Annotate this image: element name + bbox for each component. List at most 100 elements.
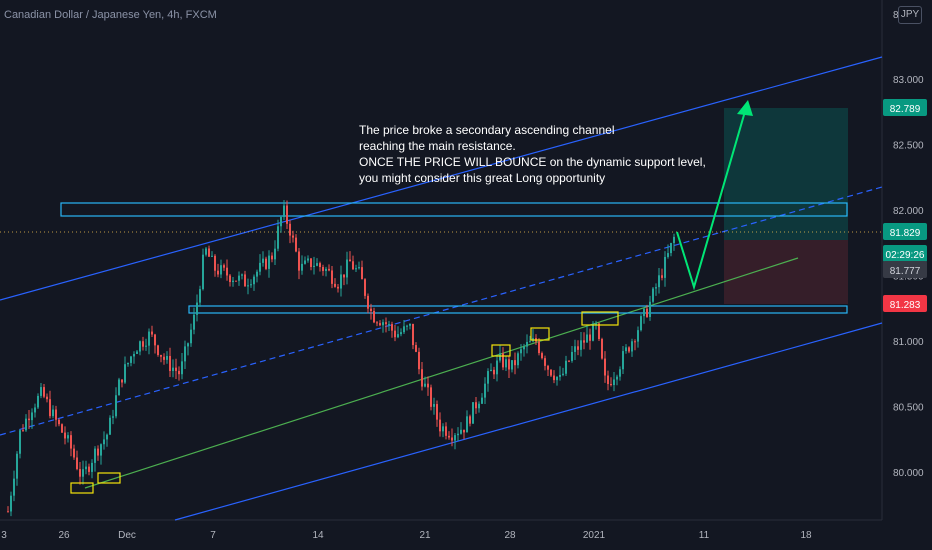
price-badge xyxy=(883,295,927,312)
candle-body xyxy=(670,243,672,254)
price-badge-label: 81.283 xyxy=(890,300,921,311)
candle-body xyxy=(373,311,375,323)
time-tick-label: 21 xyxy=(419,530,431,541)
candle-body xyxy=(394,330,396,338)
candle-body xyxy=(280,216,282,227)
candle-body xyxy=(322,267,324,271)
candle-body xyxy=(505,359,507,368)
candle-body xyxy=(88,466,90,472)
annotation-line: reaching the main resistance. xyxy=(359,139,516,153)
candle-body xyxy=(490,369,492,372)
candle-body xyxy=(226,267,228,276)
candle-body xyxy=(145,345,147,347)
main-resistance-box xyxy=(60,202,848,217)
candle-body xyxy=(433,404,435,407)
candle-body xyxy=(70,435,72,449)
highlight-box xyxy=(97,472,121,484)
candle-body xyxy=(346,259,348,278)
candle-body xyxy=(631,341,633,352)
candle-body xyxy=(169,356,171,371)
candle-body xyxy=(448,435,450,438)
candle-body xyxy=(559,374,561,377)
candle-body xyxy=(478,403,480,409)
candle-body xyxy=(142,341,144,347)
candle-body xyxy=(181,361,183,375)
candle-body xyxy=(16,453,18,479)
candle-body xyxy=(139,341,141,352)
candle-body xyxy=(382,322,384,326)
candle-body xyxy=(7,511,9,513)
candle-body xyxy=(565,360,567,374)
stop-zone xyxy=(724,240,848,304)
price-tick-label: 82.500 xyxy=(893,141,924,152)
time-tick-label: 18 xyxy=(800,530,812,541)
candle-body xyxy=(223,265,225,268)
candle-body xyxy=(238,275,240,281)
candle-body xyxy=(517,353,519,366)
candle-body xyxy=(100,444,102,456)
candle-body xyxy=(586,334,588,343)
candle-body xyxy=(199,289,201,303)
candle-body xyxy=(583,340,585,343)
candle-body xyxy=(10,495,12,512)
candle-body xyxy=(49,399,51,417)
candle-body xyxy=(184,346,186,362)
candle-body xyxy=(202,254,204,290)
candle-body xyxy=(244,274,246,287)
candle-body xyxy=(334,283,336,287)
candle-body xyxy=(124,364,126,383)
candle-body xyxy=(22,430,24,432)
candle-body xyxy=(370,308,372,312)
candle-body xyxy=(502,353,504,368)
candle-body xyxy=(589,334,591,341)
candle-body xyxy=(397,334,399,338)
candle-body xyxy=(430,387,432,407)
candle-body xyxy=(658,275,660,288)
candle-body xyxy=(94,448,96,463)
price-tick-label: 80.000 xyxy=(893,468,924,479)
candle-body xyxy=(403,326,405,333)
candle-body xyxy=(91,462,93,472)
candle-body xyxy=(544,358,546,366)
candle-body xyxy=(421,369,423,387)
candle-body xyxy=(97,448,99,456)
price-badge-label: 02:29:26 xyxy=(886,250,925,261)
candle-body xyxy=(175,367,177,371)
candle-body xyxy=(580,340,582,350)
candle-body xyxy=(406,325,408,327)
price-tick-label: 82.000 xyxy=(893,206,924,217)
candle-body xyxy=(43,387,45,397)
candle-body xyxy=(286,205,288,224)
candle-body xyxy=(661,275,663,278)
support-trend-line xyxy=(84,257,799,489)
annotation-line: The price broke a secondary ascending ch… xyxy=(359,123,615,137)
candle-body xyxy=(253,276,255,285)
candle-body xyxy=(274,248,276,260)
candle-body xyxy=(553,375,555,381)
time-tick-label: 11 xyxy=(699,530,710,541)
candle-body xyxy=(601,338,603,359)
candle-body xyxy=(307,258,309,261)
currency-button[interactable]: JPY xyxy=(898,6,922,24)
candle-body xyxy=(313,265,315,267)
candle-body xyxy=(412,323,414,346)
candle-body xyxy=(352,261,354,270)
candle-body xyxy=(133,353,135,357)
candle-body xyxy=(379,323,381,326)
candle-body xyxy=(187,343,189,347)
candle-body xyxy=(541,353,543,359)
candle-body xyxy=(529,341,531,343)
channel-upper-line xyxy=(0,56,883,301)
candle-body xyxy=(538,341,540,354)
candle-body xyxy=(592,323,594,341)
candle-body xyxy=(646,308,648,317)
candle-body xyxy=(454,435,456,441)
candle-body xyxy=(637,330,639,342)
candle-body xyxy=(673,236,675,244)
candle-body xyxy=(259,262,261,272)
candle-body xyxy=(481,397,483,404)
candle-body xyxy=(154,334,156,346)
price-badge xyxy=(883,245,927,262)
candle-body xyxy=(190,329,192,344)
